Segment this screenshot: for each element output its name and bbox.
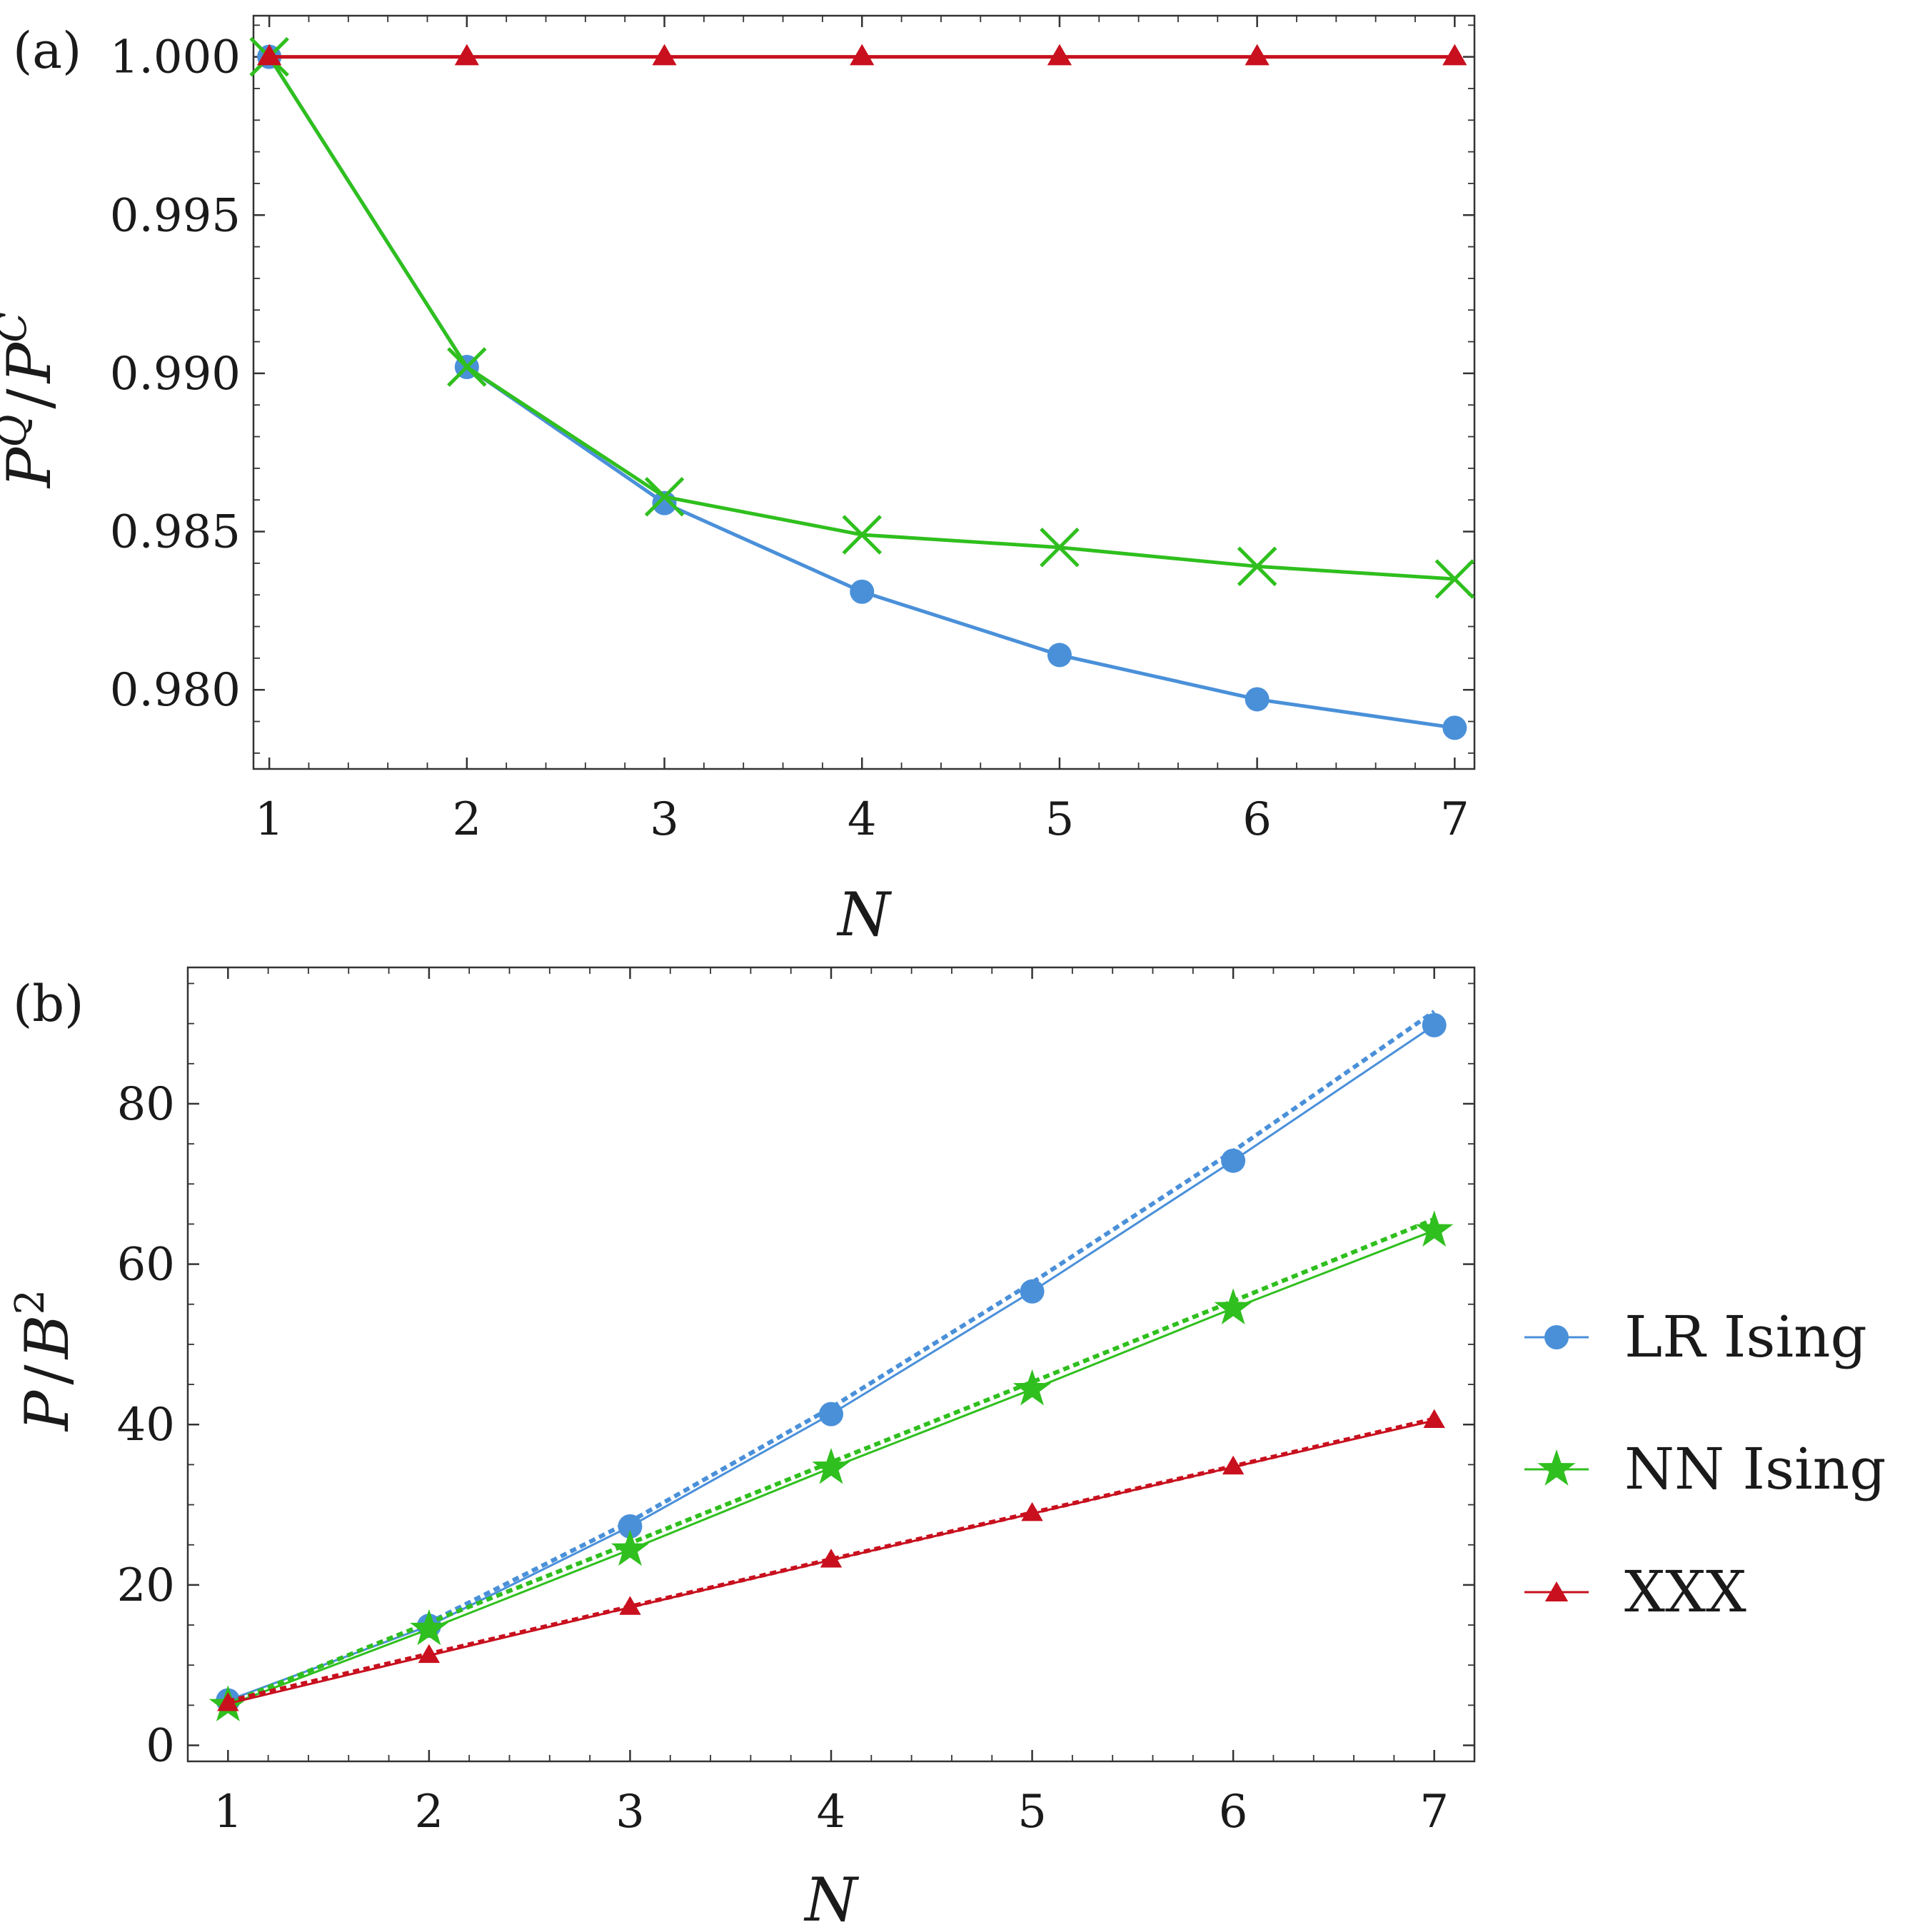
panel-b-x-tick-label: 5 [1017,1786,1047,1838]
panel-a-series [249,36,1475,740]
panel-a-x-axis-title: N [836,880,892,950]
panel-a-y-tick-label: 0.980 [110,664,241,717]
panel-a-label: (a) [13,21,81,80]
panel-b-point-lr-ising [819,1402,843,1427]
panel-b-point-xxx [418,1644,441,1664]
panel-b-y-tick-label: 60 [117,1239,175,1292]
panel-b-point-xxx [1423,1409,1445,1429]
panel-b-x-tick-label: 6 [1219,1786,1248,1838]
panel-a-series-nn-ising [249,36,1475,599]
panel-a-line-lr-ising [268,56,1455,730]
panel-a-point-lr-ising [850,579,875,604]
panel-a-point-xxx [1047,44,1072,66]
panel-a-x-tick-label: 7 [1440,793,1469,846]
panel-b-point-nn-ising [1012,1369,1052,1406]
legend-marker-nn-ising [1537,1449,1576,1486]
panel-b-x-tick-label: 3 [615,1786,645,1838]
legend-label-nn-ising: NN Ising [1624,1436,1886,1502]
panel-a-series-lr-ising [257,44,1467,740]
panel-a-point-xxx [1245,44,1270,66]
panel-a-x-tick-label: 1 [255,793,284,846]
panel-b-x-tick-label: 4 [817,1786,846,1838]
panel-b-point-xxx [1222,1455,1245,1475]
panel-b-ticks: 1 2 3 4 5 6 7 0 20 40 60 80 [117,967,1474,1838]
panel-a-point-lr-ising [1047,643,1072,668]
panel-b-point-nn-ising [812,1447,850,1484]
panel-b-y-tick-label: 80 [117,1078,175,1131]
panel-a: (a) 1 2 3 4 5 6 7 0.980 0.985 0.990 0.995 1.000 N P… [0,14,1476,950]
panel-b-point-lr-ising [1221,1148,1246,1173]
panel-a-point-nn-ising [1237,546,1277,587]
panel-a-series-xxx [257,44,1467,66]
panel-b-x-tick-label: 1 [213,1786,243,1838]
panel-a-y-tick-label: 0.990 [110,348,241,401]
panel-b-x-tick-label: 7 [1419,1786,1449,1838]
panel-a-line-nn-ising [268,56,1455,581]
panel-a-x-tick-label: 4 [848,793,877,846]
panel-a-point-xxx [454,44,479,66]
panel-b-label: (b) [13,975,84,1033]
legend-marker-lr-ising [1544,1325,1569,1349]
panel-b-fit-line-lr-ising [227,1010,1436,1706]
panel-b: (b) 1 2 3 4 5 6 7 0 20 40 60 80 N P/B2 LR Ising NN … [7,966,1886,1932]
panel-b-line-lr-ising [227,1024,1435,1702]
panel-a-y-tick-label: 0.995 [110,189,241,242]
panel-a-point-nn-ising [1434,559,1475,599]
panel-a-point-nn-ising [1040,527,1080,568]
legend: LR Ising NN Ising XXX [1524,1304,1886,1625]
panel-b-point-lr-ising [618,1514,643,1539]
panel-b-y-tick-label: 0 [146,1720,175,1773]
panel-b-point-lr-ising [1422,1012,1447,1037]
panel-a-point-xxx [850,44,875,66]
legend-entry-xxx: XXX [1524,1559,1746,1625]
panel-b-y-tick-label: 20 [117,1559,175,1612]
legend-label-lr-ising: LR Ising [1624,1304,1867,1370]
panel-a-point-xxx [652,44,677,66]
panel-a-point-xxx [257,44,282,66]
panel-b-series-xxx [217,1409,1445,1711]
legend-label-xxx: XXX [1624,1559,1746,1625]
panel-b-point-nn-ising [1415,1210,1454,1247]
panel-b-point-xxx [619,1596,641,1615]
panel-b-x-axis-title: N [803,1865,859,1932]
panel-a-plot-frame [252,14,1476,770]
panel-a-point-nn-ising [842,515,883,555]
panel-b-series-lr-ising [216,1010,1447,1713]
legend-entry-nn-ising: NN Ising [1524,1436,1886,1502]
panel-a-point-nn-ising [644,477,685,517]
panel-b-point-nn-ising [410,1609,448,1646]
panel-b-point-nn-ising [1214,1288,1252,1324]
svg-text:P/B2: P/B2 [7,1289,82,1432]
panel-b-y-tick-label: 40 [117,1399,175,1451]
panel-a-point-nn-ising [447,347,487,387]
panel-b-series [208,1010,1454,1721]
panel-b-point-xxx [217,1692,239,1711]
panel-a-y-tick-label: 1.000 [110,31,241,84]
panel-b-series-nn-ising [208,1210,1454,1721]
legend-marker-xxx [1544,1581,1569,1602]
panel-a-point-lr-ising [1442,715,1467,740]
panel-b-x-tick-label: 2 [415,1786,444,1838]
panel-b-point-xxx [820,1549,843,1568]
panel-a-y-axis-title: PQ/PC [0,312,64,489]
panel-a-x-tick-label: 6 [1242,793,1272,846]
panel-a-x-tick-label: 2 [452,793,481,846]
panel-b-point-xxx [1021,1501,1043,1521]
panel-a-point-xxx [1442,44,1467,66]
legend-entry-lr-ising: LR Ising [1524,1304,1867,1370]
svg-text:PQ/PC: PQ/PC [0,312,64,489]
panel-a-y-tick-label: 0.985 [110,506,241,559]
panel-b-point-lr-ising [1020,1279,1045,1304]
panel-b-point-nn-ising [610,1529,650,1566]
panel-b-y-axis-title: P/B2 [7,1289,82,1432]
panel-a-point-lr-ising [1245,687,1270,712]
panel-a-x-tick-label: 5 [1045,793,1075,846]
panel-a-ticks: 1 2 3 4 5 6 7 0.980 0.985 0.990 0.995 1.000 [110,16,1474,846]
panel-a-x-tick-label: 3 [650,793,679,846]
